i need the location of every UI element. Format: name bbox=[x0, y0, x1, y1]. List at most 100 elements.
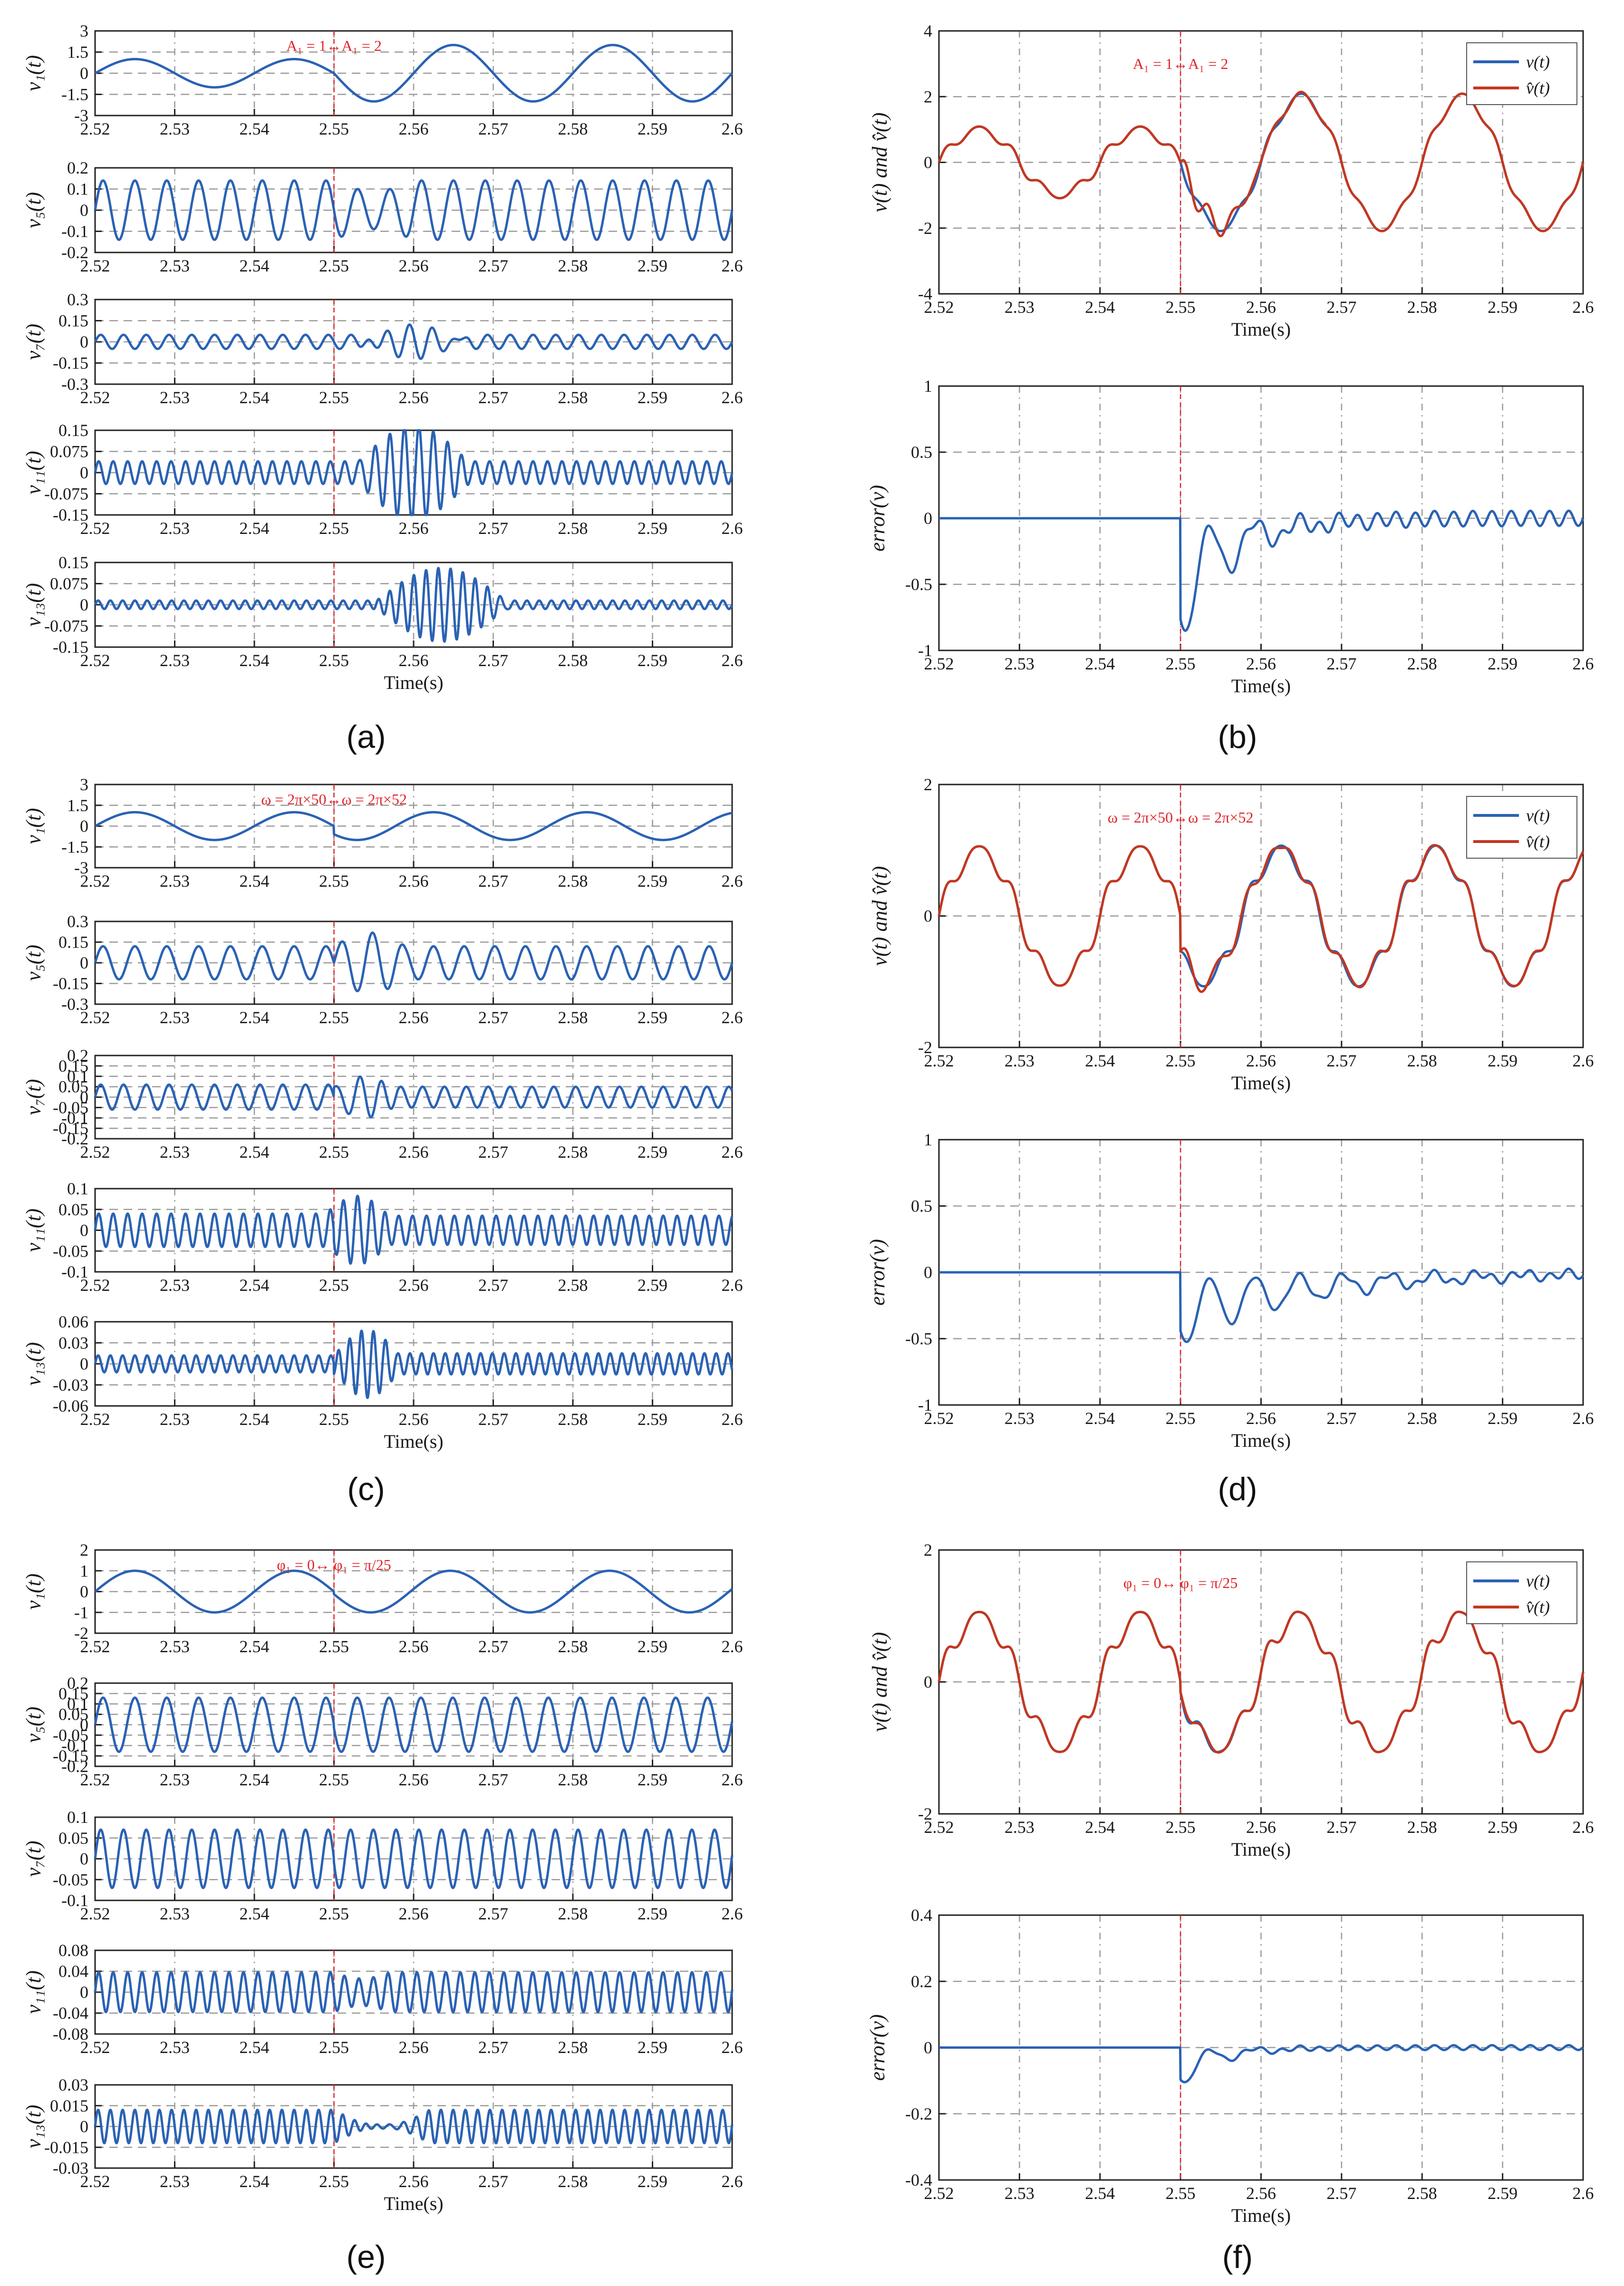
y-tick-label: 0.15 bbox=[58, 1684, 88, 1703]
x-tick-label: 2.55 bbox=[319, 2172, 349, 2191]
x-tick-label: 2.57 bbox=[478, 872, 508, 891]
x-tick-label: 2.59 bbox=[1488, 654, 1518, 673]
x-axis-label: Time(s) bbox=[1231, 1839, 1291, 1860]
y-tick-label: 0 bbox=[80, 463, 88, 482]
x-tick-label: 2.59 bbox=[638, 388, 667, 407]
y-tick-label: 0.1 bbox=[67, 180, 88, 199]
y-tick-label: 0.03 bbox=[58, 1333, 88, 1352]
x-tick-label: 2.59 bbox=[638, 519, 667, 538]
y-tick-label: 0.08 bbox=[58, 1941, 88, 1960]
y-tick-label: -2 bbox=[74, 1624, 88, 1643]
x-tick-label: 2.6 bbox=[722, 1276, 743, 1295]
x-tick-label: 2.52 bbox=[80, 651, 110, 670]
series-line bbox=[94, 567, 734, 643]
x-axis-label: Time(s) bbox=[1231, 675, 1291, 697]
x-tick-label: 2.55 bbox=[319, 1904, 349, 1923]
x-tick-label: 2.6 bbox=[722, 1008, 743, 1027]
y-tick-label: 0 bbox=[80, 817, 88, 836]
x-tick-label: 2.53 bbox=[160, 1637, 190, 1656]
panel-d-error-plot: 1 0.5 0 -0.5 -12.52 2.53 2.54 2.55 2.56 2.57 2.58 2… bbox=[866, 1130, 1594, 1451]
x-tick-label: 2.57 bbox=[478, 1770, 508, 1789]
x-tick-label: 2.54 bbox=[240, 1637, 270, 1656]
x-tick-label: 2.6 bbox=[1573, 1409, 1594, 1428]
y-tick-label: 0.5 bbox=[911, 443, 932, 462]
x-tick-label: 2.56 bbox=[399, 2172, 429, 2191]
x-tick-label: 2.6 bbox=[722, 119, 743, 138]
x-tick-label: 2.54 bbox=[1085, 298, 1115, 317]
x-tick-label: 2.53 bbox=[1005, 654, 1034, 673]
x-tick-label: 2.58 bbox=[558, 872, 588, 891]
x-tick-label: 2.57 bbox=[478, 388, 508, 407]
x-tick-label: 2.55 bbox=[319, 256, 349, 275]
x-tick-label: 2.54 bbox=[1085, 1818, 1115, 1837]
y-tick-label: 3 bbox=[80, 21, 88, 40]
x-tick-label: 2.52 bbox=[80, 1008, 110, 1027]
x-tick-label: 2.55 bbox=[319, 1770, 349, 1789]
x-tick-label: 2.54 bbox=[240, 651, 270, 670]
panel-c-subplot-4: 0.1 0.05 0-0.05 -0.12.52 2.53 2.54 2.55 2.56 2.5… bbox=[22, 1179, 743, 1295]
x-tick-label: 2.58 bbox=[1407, 298, 1437, 317]
x-tick-label: 2.6 bbox=[722, 1143, 743, 1162]
x-tick-label: 2.58 bbox=[558, 256, 588, 275]
x-tick-label: 2.55 bbox=[1166, 1409, 1196, 1428]
x-tick-label: 2.55 bbox=[319, 388, 349, 407]
panel-e-subplot-5: 0.03 0.015 0 -0.015 -0.032.52 2.53 2.54 2.55 2.5… bbox=[22, 2075, 743, 2214]
x-axis-label: Time(s) bbox=[384, 1431, 443, 1452]
y-axis-label: v₅(t) bbox=[22, 945, 45, 981]
x-tick-label: 2.53 bbox=[160, 1410, 190, 1429]
y-tick-label: 0 bbox=[80, 1221, 88, 1240]
x-tick-label: 2.57 bbox=[1326, 1409, 1356, 1428]
series-line bbox=[94, 1194, 734, 1265]
y-tick-label: -0.1 bbox=[61, 1108, 88, 1127]
panel-label-a: (a) bbox=[346, 719, 386, 755]
y-tick-label: 2 bbox=[924, 87, 932, 106]
x-tick-label: 2.53 bbox=[1005, 298, 1034, 317]
x-axis-label: Time(s) bbox=[1231, 2205, 1291, 2226]
y-tick-label: 0.03 bbox=[58, 2075, 88, 2094]
x-tick-label: 2.6 bbox=[722, 1637, 743, 1656]
panel-f-signal-plot: 2 0 -22.52 2.53 2.54 2.55 2.56 2.57 2.58 2.59 2.6 v… bbox=[868, 1540, 1594, 1860]
y-tick-label: -0.1 bbox=[61, 1736, 88, 1755]
x-tick-label: 2.54 bbox=[240, 1008, 270, 1027]
x-tick-label: 2.53 bbox=[160, 1143, 190, 1162]
panel-a-subplot-4: 0.15 0.075 0 -0.075-0.152.52 2.53 2.54 2.55 2.5… bbox=[22, 421, 743, 538]
x-tick-label: 2.53 bbox=[160, 872, 190, 891]
panel-d-signal-plot: 2 0 -22.52 2.53 2.54 2.55 2.56 2.57 2.58 2.59 2.6 v… bbox=[868, 775, 1594, 1094]
y-tick-label: -0.2 bbox=[905, 2104, 932, 2123]
x-axis-label: Time(s) bbox=[1231, 1072, 1291, 1094]
x-tick-label: 2.53 bbox=[160, 519, 190, 538]
x-tick-label: 2.54 bbox=[240, 1143, 270, 1162]
y-tick-label: 0 bbox=[80, 1983, 88, 2002]
panel-c-subplot-5: 0.06 0.03 0-0.03-0.062.52 2.53 2.54 2.55 2.56 2… bbox=[22, 1312, 743, 1452]
x-tick-label: 2.55 bbox=[1166, 1051, 1196, 1070]
y-tick-label: 0.04 bbox=[58, 1962, 88, 1981]
y-tick-label: 0.1 bbox=[67, 1067, 88, 1086]
x-tick-label: 2.57 bbox=[478, 519, 508, 538]
x-axis-label: Time(s) bbox=[1231, 319, 1291, 340]
x-tick-label: 2.59 bbox=[638, 1143, 667, 1162]
x-tick-label: 2.58 bbox=[558, 1276, 588, 1295]
y-tick-label: 0.4 bbox=[911, 1906, 932, 1925]
y-tick-label: -0.15 bbox=[53, 1746, 88, 1765]
legend-box bbox=[1466, 42, 1577, 105]
y-tick-label: -0.2 bbox=[61, 243, 88, 262]
y-tick-label: -3 bbox=[74, 858, 88, 877]
y-tick-label: -0.08 bbox=[53, 2024, 88, 2044]
series-line bbox=[94, 179, 734, 241]
y-tick-label: 0.2 bbox=[67, 1674, 88, 1693]
x-tick-label: 2.54 bbox=[1085, 1051, 1115, 1070]
y-tick-label: 0.5 bbox=[911, 1197, 932, 1216]
series-line bbox=[94, 811, 733, 842]
x-tick-label: 2.56 bbox=[399, 1008, 429, 1027]
x-tick-label: 2.59 bbox=[638, 651, 667, 670]
x-tick-label: 2.58 bbox=[558, 519, 588, 538]
legend-box bbox=[1466, 796, 1577, 859]
y-axis-label: v(t) and v̂(t) bbox=[868, 1632, 891, 1732]
x-axis-label: Time(s) bbox=[384, 672, 443, 693]
x-tick-label: 2.57 bbox=[1326, 1818, 1356, 1837]
y-tick-label: -0.05 bbox=[53, 1870, 88, 1889]
series-line bbox=[94, 1828, 734, 1889]
y-tick-label: 0.05 bbox=[58, 1200, 88, 1219]
event-annotation: A₁ = 1↔A₁ = 2 bbox=[1133, 55, 1228, 72]
x-tick-label: 2.56 bbox=[1246, 298, 1276, 317]
